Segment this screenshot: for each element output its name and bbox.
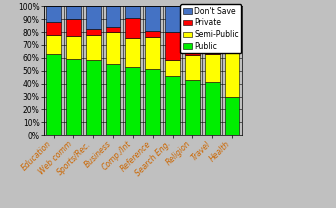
Bar — [145, 37, 160, 69]
Bar — [185, 17, 200, 55]
Bar — [66, 6, 81, 19]
Bar — [125, 6, 140, 18]
Bar — [205, 82, 220, 135]
Bar — [224, 17, 240, 51]
Bar — [106, 64, 121, 135]
Bar — [224, 97, 240, 135]
Bar — [165, 60, 180, 76]
Bar — [86, 6, 101, 30]
Bar — [145, 6, 160, 31]
Bar — [185, 6, 200, 17]
Bar — [66, 36, 81, 59]
Bar — [46, 35, 61, 54]
Bar — [224, 6, 240, 17]
Bar — [106, 32, 121, 64]
Bar — [46, 54, 61, 135]
Bar — [106, 6, 121, 27]
Bar — [66, 59, 81, 135]
Bar — [185, 55, 200, 80]
Bar — [106, 27, 121, 32]
Bar — [224, 51, 240, 97]
Bar — [86, 30, 101, 35]
Bar — [86, 60, 101, 135]
Bar — [145, 69, 160, 135]
Bar — [46, 6, 61, 22]
Legend: Don't Save, Private, Semi-Public, Public: Don't Save, Private, Semi-Public, Public — [180, 4, 241, 53]
Bar — [125, 67, 140, 135]
Bar — [145, 31, 160, 37]
Bar — [205, 54, 220, 82]
Bar — [125, 18, 140, 38]
Bar — [46, 22, 61, 35]
Bar — [205, 38, 220, 54]
Bar — [165, 76, 180, 135]
Bar — [165, 6, 180, 32]
Bar — [125, 38, 140, 67]
Bar — [185, 80, 200, 135]
Bar — [165, 32, 180, 60]
Bar — [66, 19, 81, 36]
Bar — [205, 6, 220, 38]
Bar — [86, 35, 101, 60]
